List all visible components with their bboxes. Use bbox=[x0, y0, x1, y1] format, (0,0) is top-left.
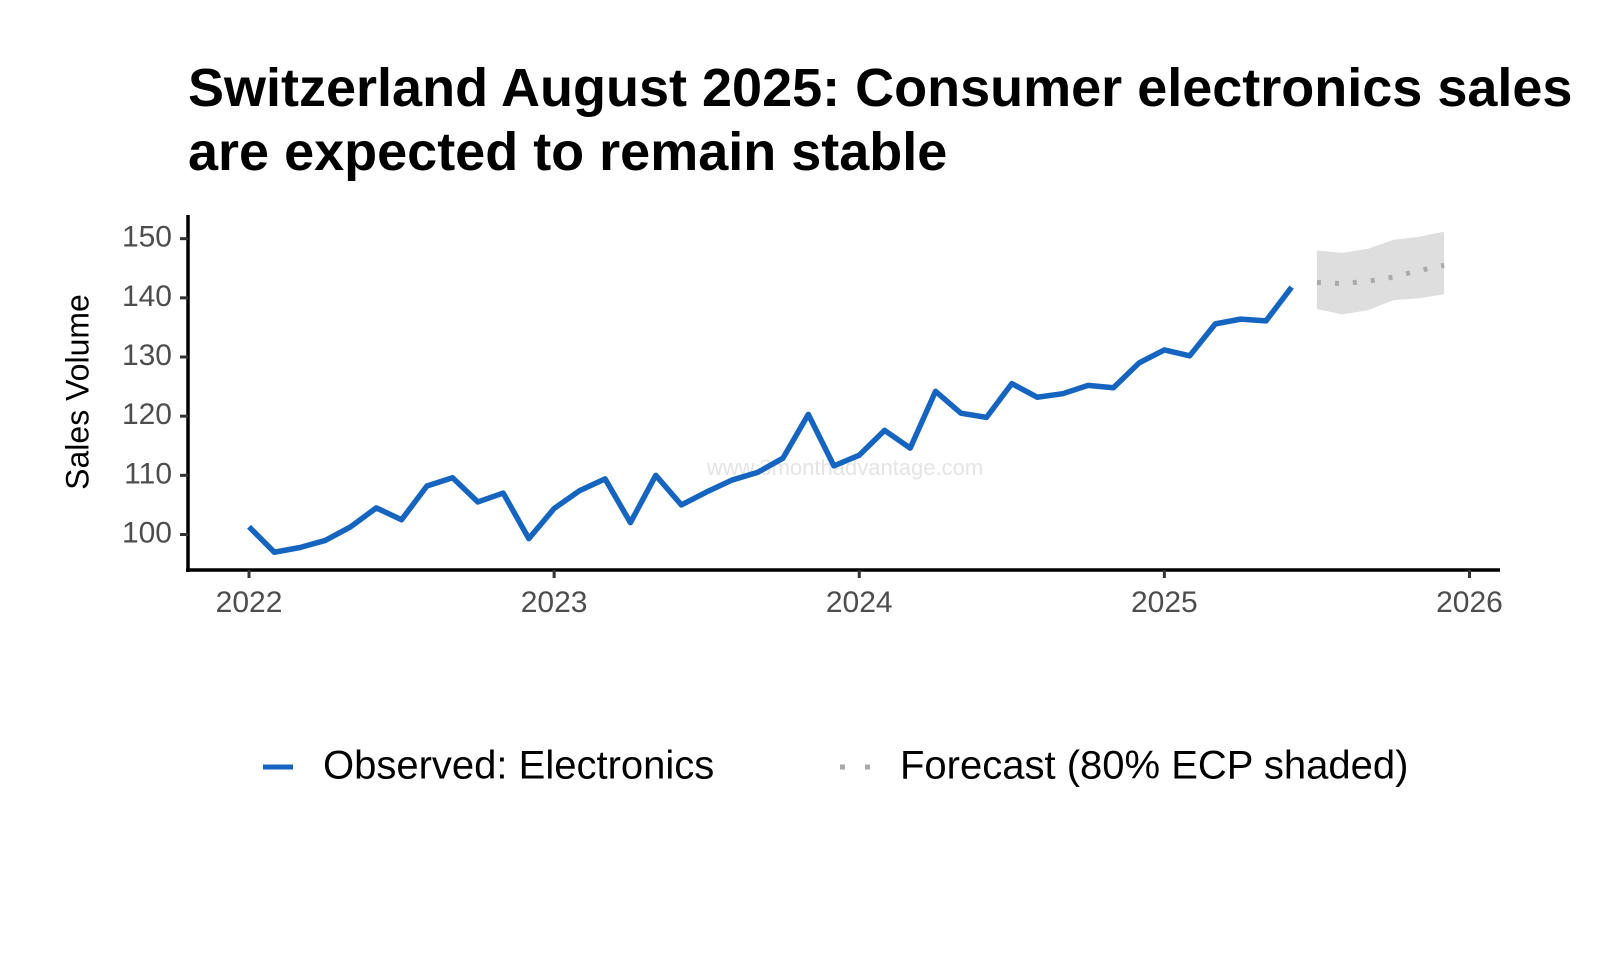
x-tick-label: 2024 bbox=[826, 586, 893, 619]
y-tick-label: 130 bbox=[122, 339, 172, 372]
x-tick-label: 2025 bbox=[1131, 586, 1198, 619]
chart-title: Switzerland August 2025: Consumer electr… bbox=[188, 58, 1573, 182]
legend-label: Observed: Electronics bbox=[323, 744, 714, 788]
y-tick-label: 150 bbox=[122, 221, 172, 254]
y-axis-label: Sales Volume bbox=[59, 294, 95, 490]
y-tick-label: 120 bbox=[122, 398, 172, 431]
forecast-line bbox=[1316, 262, 1445, 287]
y-tick-label: 100 bbox=[122, 516, 172, 549]
y-tick-label: 110 bbox=[124, 457, 172, 490]
x-tick-label: 2022 bbox=[216, 586, 283, 619]
forecast-band bbox=[1316, 231, 1445, 315]
x-tick-label: 2026 bbox=[1436, 586, 1503, 619]
legend-label: Forecast (80% ECP shaded) bbox=[900, 744, 1408, 788]
y-tick-label: 140 bbox=[122, 280, 172, 313]
observed-line bbox=[247, 285, 1294, 555]
x-tick-label: 2023 bbox=[521, 586, 588, 619]
